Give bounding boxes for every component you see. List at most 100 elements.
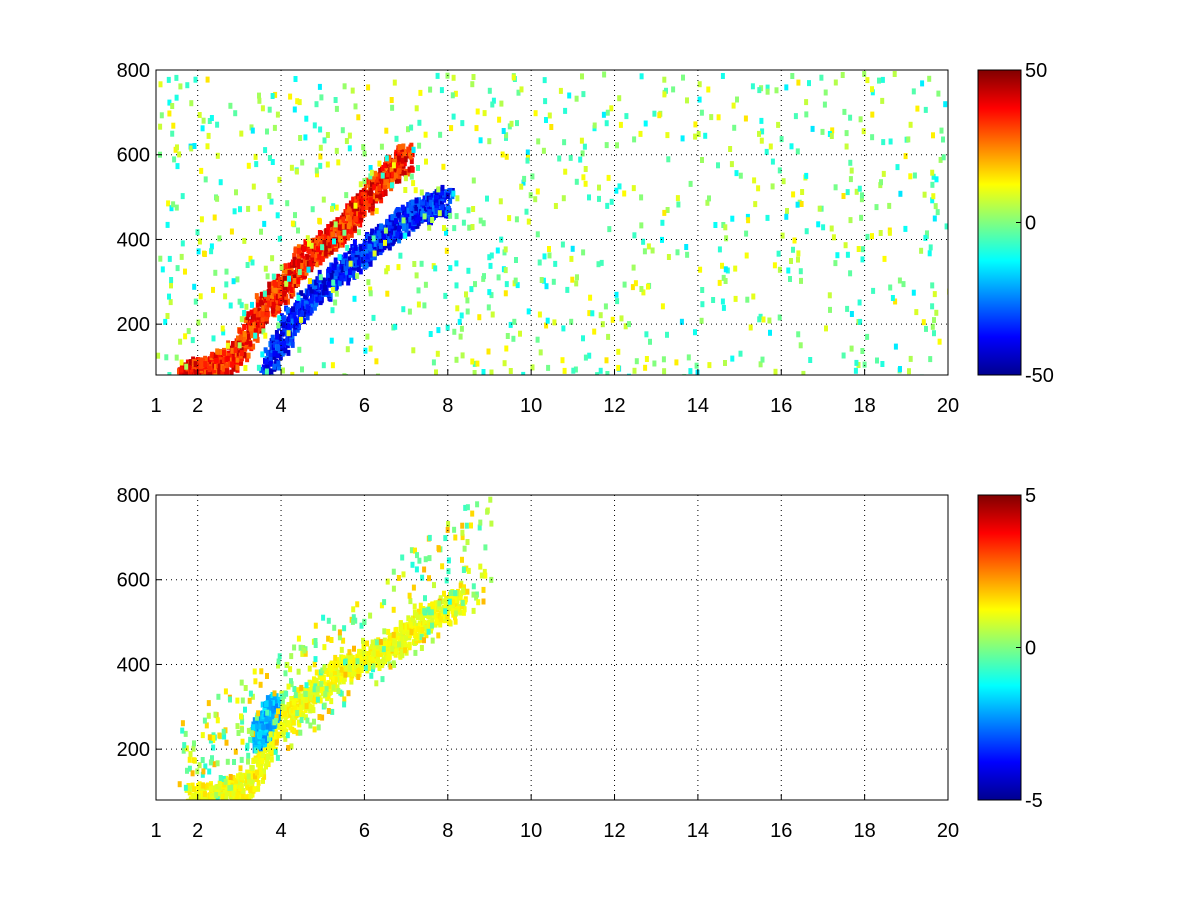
heatmap-cell (349, 675, 354, 682)
heatmap-cell (414, 105, 419, 112)
heatmap-cell (337, 224, 342, 231)
heatmap-cell (486, 348, 491, 355)
heatmap-cell (183, 377, 187, 383)
heatmap-cell (516, 89, 521, 96)
heatmap-cell (768, 143, 773, 150)
heatmap-cell (303, 714, 308, 721)
heatmap-cell (220, 325, 225, 332)
heatmap-cell (231, 357, 236, 364)
heatmap-cell (305, 717, 310, 724)
heatmap-cell (525, 157, 530, 164)
heatmap-cell (368, 286, 373, 293)
heatmap-cell (362, 619, 367, 625)
heatmap-cell (404, 211, 408, 218)
heatmap-cell (168, 299, 173, 306)
heatmap-cell (374, 226, 379, 233)
heatmap-cell (844, 143, 849, 150)
heatmap-cell (197, 781, 202, 788)
heatmap-cell (606, 174, 611, 181)
heatmap-cell (191, 377, 195, 383)
heatmap-cell (671, 86, 676, 93)
heatmap-cell (828, 306, 832, 313)
heatmap-cell (297, 269, 302, 275)
heatmap-cell (264, 358, 269, 365)
heatmap-cell (501, 128, 506, 134)
x-tick-label: 6 (359, 395, 370, 417)
heatmap-cell (854, 188, 859, 195)
heatmap-cell (229, 369, 234, 375)
heatmap-cell (808, 357, 813, 363)
heatmap-cell (489, 520, 494, 527)
heatmap-cell (879, 179, 883, 186)
heatmap-cell (403, 220, 408, 227)
heatmap-cell (821, 224, 826, 231)
heatmap-cell (273, 287, 278, 294)
heatmap-cell (189, 386, 193, 392)
heatmap-cell (319, 284, 324, 291)
heatmap-cell (339, 666, 344, 673)
heatmap-cell (300, 366, 304, 373)
heatmap-cell (261, 724, 266, 731)
heatmap-cell (250, 259, 255, 266)
heatmap-cell (449, 125, 454, 132)
heatmap-cell (205, 76, 210, 83)
heatmap-cell (643, 364, 648, 371)
heatmap-cell (429, 609, 434, 616)
heatmap-cell (723, 360, 727, 366)
heatmap-cell (189, 379, 193, 385)
heatmap-cell (212, 804, 216, 810)
heatmap-cell (387, 158, 392, 165)
heatmap-cell (322, 702, 327, 709)
heatmap-cell (496, 274, 501, 281)
heatmap-cell (346, 234, 351, 241)
heatmap-cell (197, 357, 202, 364)
heatmap-cell (406, 212, 411, 219)
heatmap-cell (441, 163, 446, 170)
heatmap-cell (182, 372, 186, 375)
heatmap-cell (430, 217, 435, 223)
heatmap-cell (324, 288, 329, 295)
heatmap-cell (360, 197, 365, 204)
heatmap-cell (401, 143, 406, 150)
heatmap-cell (535, 188, 540, 195)
heatmap-cell (255, 321, 260, 328)
heatmap-cell (342, 229, 347, 236)
heatmap-cell (264, 715, 269, 722)
heatmap-cell (524, 208, 529, 215)
heatmap-cell (213, 354, 218, 361)
heatmap-cell (207, 377, 211, 383)
heatmap-cell (595, 372, 600, 375)
heatmap-cell (360, 251, 365, 257)
heatmap-cell (437, 612, 442, 619)
heatmap-cell (437, 600, 442, 607)
heatmap-cell (269, 360, 273, 367)
heatmap-cell (738, 350, 743, 357)
heatmap-cell (890, 295, 895, 301)
panel-1-cells (156, 71, 948, 392)
heatmap-cell (845, 305, 850, 312)
heatmap-cell (561, 325, 566, 332)
heatmap-cell (228, 302, 233, 309)
heatmap-cell (780, 232, 785, 239)
heatmap-cell (907, 368, 911, 375)
heatmap-cell (204, 378, 208, 384)
heatmap-cell (328, 278, 333, 284)
heatmap-cell (273, 732, 278, 739)
heatmap-cell (906, 136, 911, 143)
heatmap-cell (368, 612, 373, 619)
heatmap-cell (329, 337, 334, 344)
x-tick-label: 18 (854, 820, 876, 842)
heatmap-cell (244, 338, 249, 345)
heatmap-cell (195, 376, 199, 382)
heatmap-cell (413, 547, 417, 554)
heatmap-cell (366, 651, 371, 657)
heatmap-cell (222, 733, 227, 740)
heatmap-cell (306, 266, 311, 273)
heatmap-cell (757, 316, 762, 323)
heatmap-cell (421, 208, 426, 215)
heatmap-cell (411, 146, 416, 153)
heatmap-cell (430, 622, 434, 629)
heatmap-cell (248, 255, 253, 262)
heatmap-cell (319, 684, 324, 691)
heatmap-cell (175, 163, 180, 170)
